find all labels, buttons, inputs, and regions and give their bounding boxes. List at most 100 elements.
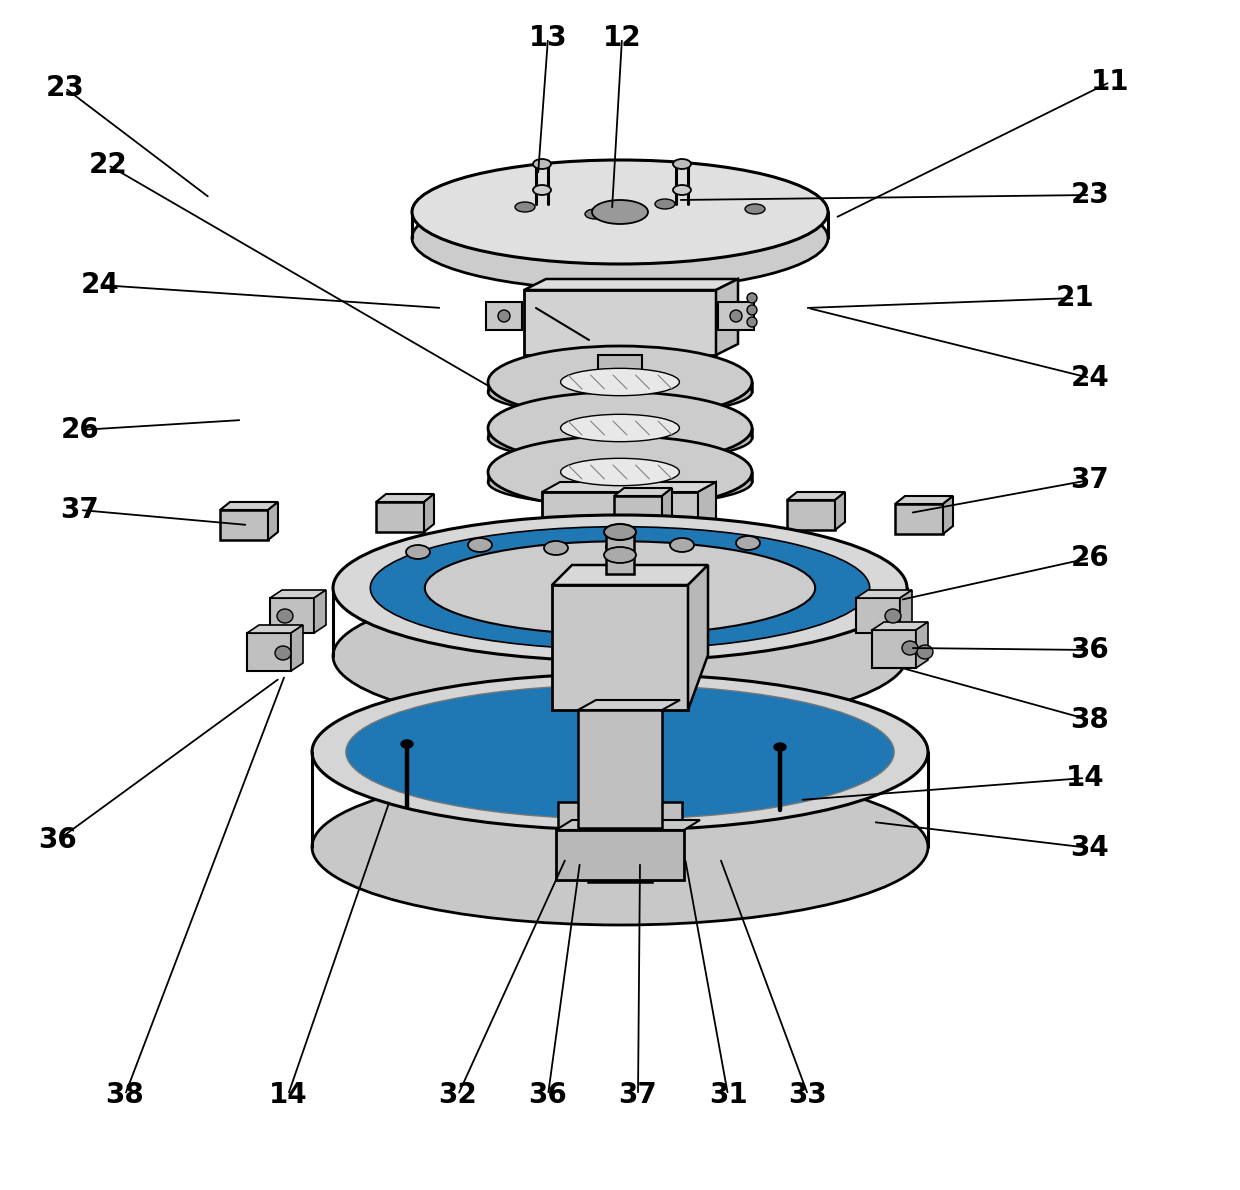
- Ellipse shape: [533, 159, 551, 169]
- Polygon shape: [856, 590, 911, 599]
- Ellipse shape: [383, 694, 857, 809]
- Polygon shape: [525, 278, 738, 290]
- Ellipse shape: [901, 641, 918, 655]
- Bar: [219, 511, 268, 540]
- Ellipse shape: [312, 674, 928, 829]
- Bar: [270, 599, 314, 633]
- Bar: [606, 532, 634, 574]
- Text: 36: 36: [1070, 635, 1110, 664]
- Ellipse shape: [560, 414, 680, 441]
- Bar: [525, 290, 715, 355]
- Text: 38: 38: [1070, 706, 1110, 734]
- Ellipse shape: [745, 203, 765, 214]
- Ellipse shape: [371, 527, 869, 650]
- Bar: [556, 829, 684, 879]
- Ellipse shape: [746, 305, 756, 315]
- Text: 38: 38: [105, 1081, 144, 1109]
- Text: 37: 37: [619, 1081, 657, 1109]
- Ellipse shape: [498, 311, 510, 322]
- Polygon shape: [688, 565, 708, 710]
- Text: 24: 24: [81, 271, 119, 299]
- Polygon shape: [424, 494, 434, 532]
- Text: 21: 21: [1055, 284, 1095, 312]
- Polygon shape: [556, 820, 701, 829]
- Text: 13: 13: [528, 24, 568, 52]
- Ellipse shape: [774, 743, 786, 751]
- Ellipse shape: [670, 538, 694, 552]
- Ellipse shape: [673, 184, 691, 195]
- Text: 14: 14: [1065, 764, 1105, 793]
- Ellipse shape: [412, 186, 828, 290]
- Ellipse shape: [885, 609, 901, 624]
- Polygon shape: [219, 502, 278, 511]
- Text: 33: 33: [789, 1081, 827, 1109]
- Text: 11: 11: [1091, 68, 1130, 96]
- Ellipse shape: [604, 524, 636, 540]
- Ellipse shape: [533, 184, 551, 195]
- Ellipse shape: [737, 536, 760, 550]
- Polygon shape: [552, 565, 708, 585]
- Ellipse shape: [412, 159, 828, 264]
- Polygon shape: [662, 488, 672, 526]
- Text: 34: 34: [1070, 834, 1110, 862]
- Ellipse shape: [489, 346, 751, 418]
- Ellipse shape: [515, 202, 534, 212]
- Polygon shape: [268, 502, 278, 540]
- Polygon shape: [787, 491, 844, 500]
- Text: 26: 26: [61, 416, 99, 444]
- Ellipse shape: [673, 159, 691, 169]
- Polygon shape: [900, 590, 911, 633]
- Ellipse shape: [918, 645, 932, 659]
- Ellipse shape: [489, 392, 751, 464]
- Ellipse shape: [746, 293, 756, 303]
- Ellipse shape: [560, 369, 680, 396]
- Text: 22: 22: [88, 151, 128, 178]
- Ellipse shape: [489, 414, 751, 462]
- Bar: [872, 630, 916, 668]
- Ellipse shape: [425, 541, 815, 634]
- Bar: [552, 585, 688, 710]
- Text: 37: 37: [1070, 466, 1110, 494]
- Bar: [895, 505, 942, 534]
- Polygon shape: [578, 700, 680, 710]
- Ellipse shape: [655, 199, 675, 209]
- Ellipse shape: [489, 458, 751, 506]
- Ellipse shape: [401, 740, 413, 749]
- Text: 12: 12: [603, 24, 641, 52]
- Ellipse shape: [275, 646, 291, 660]
- Ellipse shape: [334, 515, 906, 660]
- Bar: [376, 502, 424, 532]
- Ellipse shape: [467, 538, 492, 552]
- Text: 24: 24: [1070, 364, 1110, 392]
- Ellipse shape: [277, 609, 293, 624]
- Polygon shape: [247, 625, 303, 633]
- Bar: [614, 496, 662, 526]
- Ellipse shape: [489, 369, 751, 415]
- Bar: [558, 802, 682, 834]
- Polygon shape: [376, 494, 434, 502]
- Text: 31: 31: [709, 1081, 748, 1109]
- Polygon shape: [270, 590, 326, 599]
- Polygon shape: [942, 496, 954, 534]
- Bar: [588, 829, 652, 882]
- Text: 14: 14: [269, 1081, 308, 1109]
- Bar: [247, 633, 291, 671]
- Bar: [787, 500, 835, 530]
- Polygon shape: [872, 622, 928, 630]
- Polygon shape: [916, 622, 928, 668]
- Ellipse shape: [489, 436, 751, 508]
- Text: 26: 26: [1070, 544, 1110, 572]
- Polygon shape: [835, 491, 844, 530]
- Ellipse shape: [405, 545, 430, 559]
- Bar: [598, 355, 642, 375]
- Polygon shape: [614, 488, 672, 496]
- Text: 36: 36: [528, 1081, 568, 1109]
- Text: 36: 36: [38, 826, 77, 854]
- Bar: [578, 710, 662, 828]
- Bar: [486, 302, 522, 330]
- Ellipse shape: [730, 311, 742, 322]
- Bar: [856, 599, 900, 633]
- Text: 23: 23: [46, 74, 84, 102]
- Text: 23: 23: [1070, 181, 1110, 209]
- Polygon shape: [542, 482, 715, 491]
